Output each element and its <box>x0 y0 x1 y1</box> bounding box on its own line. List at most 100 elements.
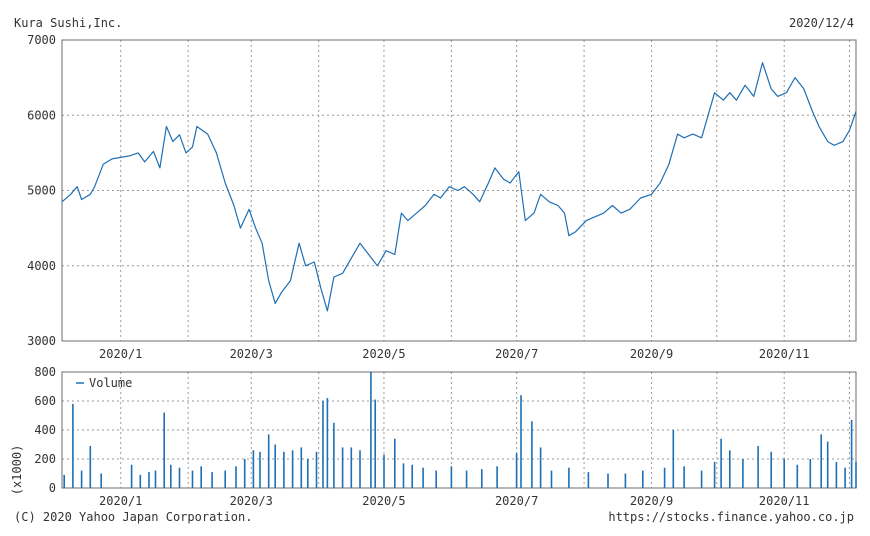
volume-bar <box>235 466 237 489</box>
volume-bar <box>742 459 744 488</box>
volume-bar <box>844 467 846 488</box>
volume-bar <box>422 467 424 488</box>
volume-bar <box>713 461 716 488</box>
volume-bar <box>100 473 102 488</box>
volume-bar <box>350 447 353 488</box>
volume-panel: 0 200 400 600 800 2020/1 2020/3 2020/5 2020/7 202… <box>10 365 857 508</box>
volume-bar <box>770 451 772 489</box>
volume-ytick-label: 200 <box>34 452 56 466</box>
volume-bar <box>855 461 857 488</box>
volume-bar <box>326 398 329 488</box>
volume-bar <box>757 445 759 488</box>
volume-ytick-label: 600 <box>34 394 56 408</box>
price-ytick-label: 6000 <box>27 108 56 122</box>
volume-xtick-label: 2020/3 <box>230 494 273 508</box>
volume-bar <box>63 474 65 488</box>
volume-bar <box>283 451 285 489</box>
company-name: Kura Sushi,Inc. <box>14 16 122 30</box>
volume-frame <box>61 371 857 489</box>
volume-bar <box>531 421 533 488</box>
price-frame <box>61 39 857 342</box>
volume-bar <box>809 459 812 488</box>
copyright-text: (C) 2020 Yahoo Japan Corporation. <box>14 510 252 524</box>
volume-bar <box>607 473 609 488</box>
volume-bar <box>333 422 335 489</box>
volume-bar <box>481 469 483 488</box>
volume-ytick-label: 400 <box>34 423 56 437</box>
volume-bar <box>374 399 376 488</box>
volume-bar <box>826 441 829 488</box>
price-ytick-label: 4000 <box>27 259 56 273</box>
volume-bar <box>211 472 213 488</box>
price-xtick-label: 2020/5 <box>362 347 405 361</box>
volume-bar <box>435 470 437 488</box>
volume-bar <box>663 467 666 488</box>
volume-bar <box>700 470 703 488</box>
volume-bar <box>850 419 853 488</box>
volume-legend-label: Volume <box>89 376 132 390</box>
volume-bar <box>796 464 799 488</box>
volume-bar <box>394 438 396 488</box>
volume-ytick-label: 0 <box>49 481 56 495</box>
volume-bar <box>341 447 344 488</box>
price-xtick-label: 2020/1 <box>99 347 142 361</box>
volume-bar <box>835 461 838 488</box>
volume-bar <box>224 470 226 488</box>
volume-ytick-label: 800 <box>34 365 56 379</box>
volume-bar <box>729 450 731 488</box>
volume-bar <box>624 473 627 488</box>
volume-xtick-label: 2020/1 <box>99 494 142 508</box>
volume-bar <box>520 395 522 488</box>
volume-bar <box>515 453 518 488</box>
volume-bar <box>820 434 822 488</box>
volume-bar <box>587 472 590 488</box>
volume-bar <box>465 470 468 488</box>
volume-bar <box>450 466 453 489</box>
volume-bar <box>359 450 361 488</box>
price-xtick-label: 2020/7 <box>495 347 538 361</box>
volume-bar <box>178 467 181 488</box>
volume-bar <box>80 470 83 488</box>
volume-bar <box>89 445 92 488</box>
volume-bar <box>307 459 309 488</box>
price-ytick-label: 3000 <box>27 334 56 348</box>
volume-bar <box>411 464 413 488</box>
volume-bar <box>539 447 542 488</box>
volume-ylabel: (x1000) <box>10 445 24 496</box>
volume-bar <box>496 466 498 489</box>
volume-bar <box>243 459 246 488</box>
chart-date: 2020/12/4 <box>789 16 854 30</box>
volume-bar <box>163 412 165 488</box>
price-xtick-label: 2020/9 <box>630 347 673 361</box>
volume-bar <box>383 454 385 488</box>
volume-bar <box>267 434 270 488</box>
volume-xtick-label: 2020/9 <box>630 494 673 508</box>
price-panel: 3000 4000 5000 6000 7000 2020/1 2020/3 2020/5 20… <box>27 33 857 361</box>
price-xtick-label: 2020/11 <box>759 347 810 361</box>
volume-bar <box>259 451 261 489</box>
volume-bar <box>720 438 722 488</box>
price-ytick-label: 5000 <box>27 184 56 198</box>
price-xtick-label: 2020/3 <box>230 347 273 361</box>
volume-bar <box>252 450 255 488</box>
volume-xtick-label: 2020/5 <box>362 494 405 508</box>
volume-xtick-label: 2020/7 <box>495 494 538 508</box>
volume-bar <box>300 447 303 488</box>
volume-bar <box>72 403 74 488</box>
volume-bar <box>191 470 194 488</box>
volume-bar <box>402 463 405 488</box>
volume-bar <box>200 466 202 489</box>
volume-bar <box>568 467 570 488</box>
volume-bar <box>154 470 157 488</box>
volume-bar <box>783 459 785 488</box>
volume-bar <box>274 444 276 488</box>
volume-bar <box>291 450 294 488</box>
volume-bar <box>322 401 324 488</box>
volume-bar <box>672 430 675 488</box>
volume-bar <box>683 466 685 489</box>
volume-bar <box>550 470 553 488</box>
volume-xtick-label: 2020/11 <box>759 494 810 508</box>
volume-bar <box>148 472 150 488</box>
price-ytick-label: 7000 <box>27 33 56 47</box>
